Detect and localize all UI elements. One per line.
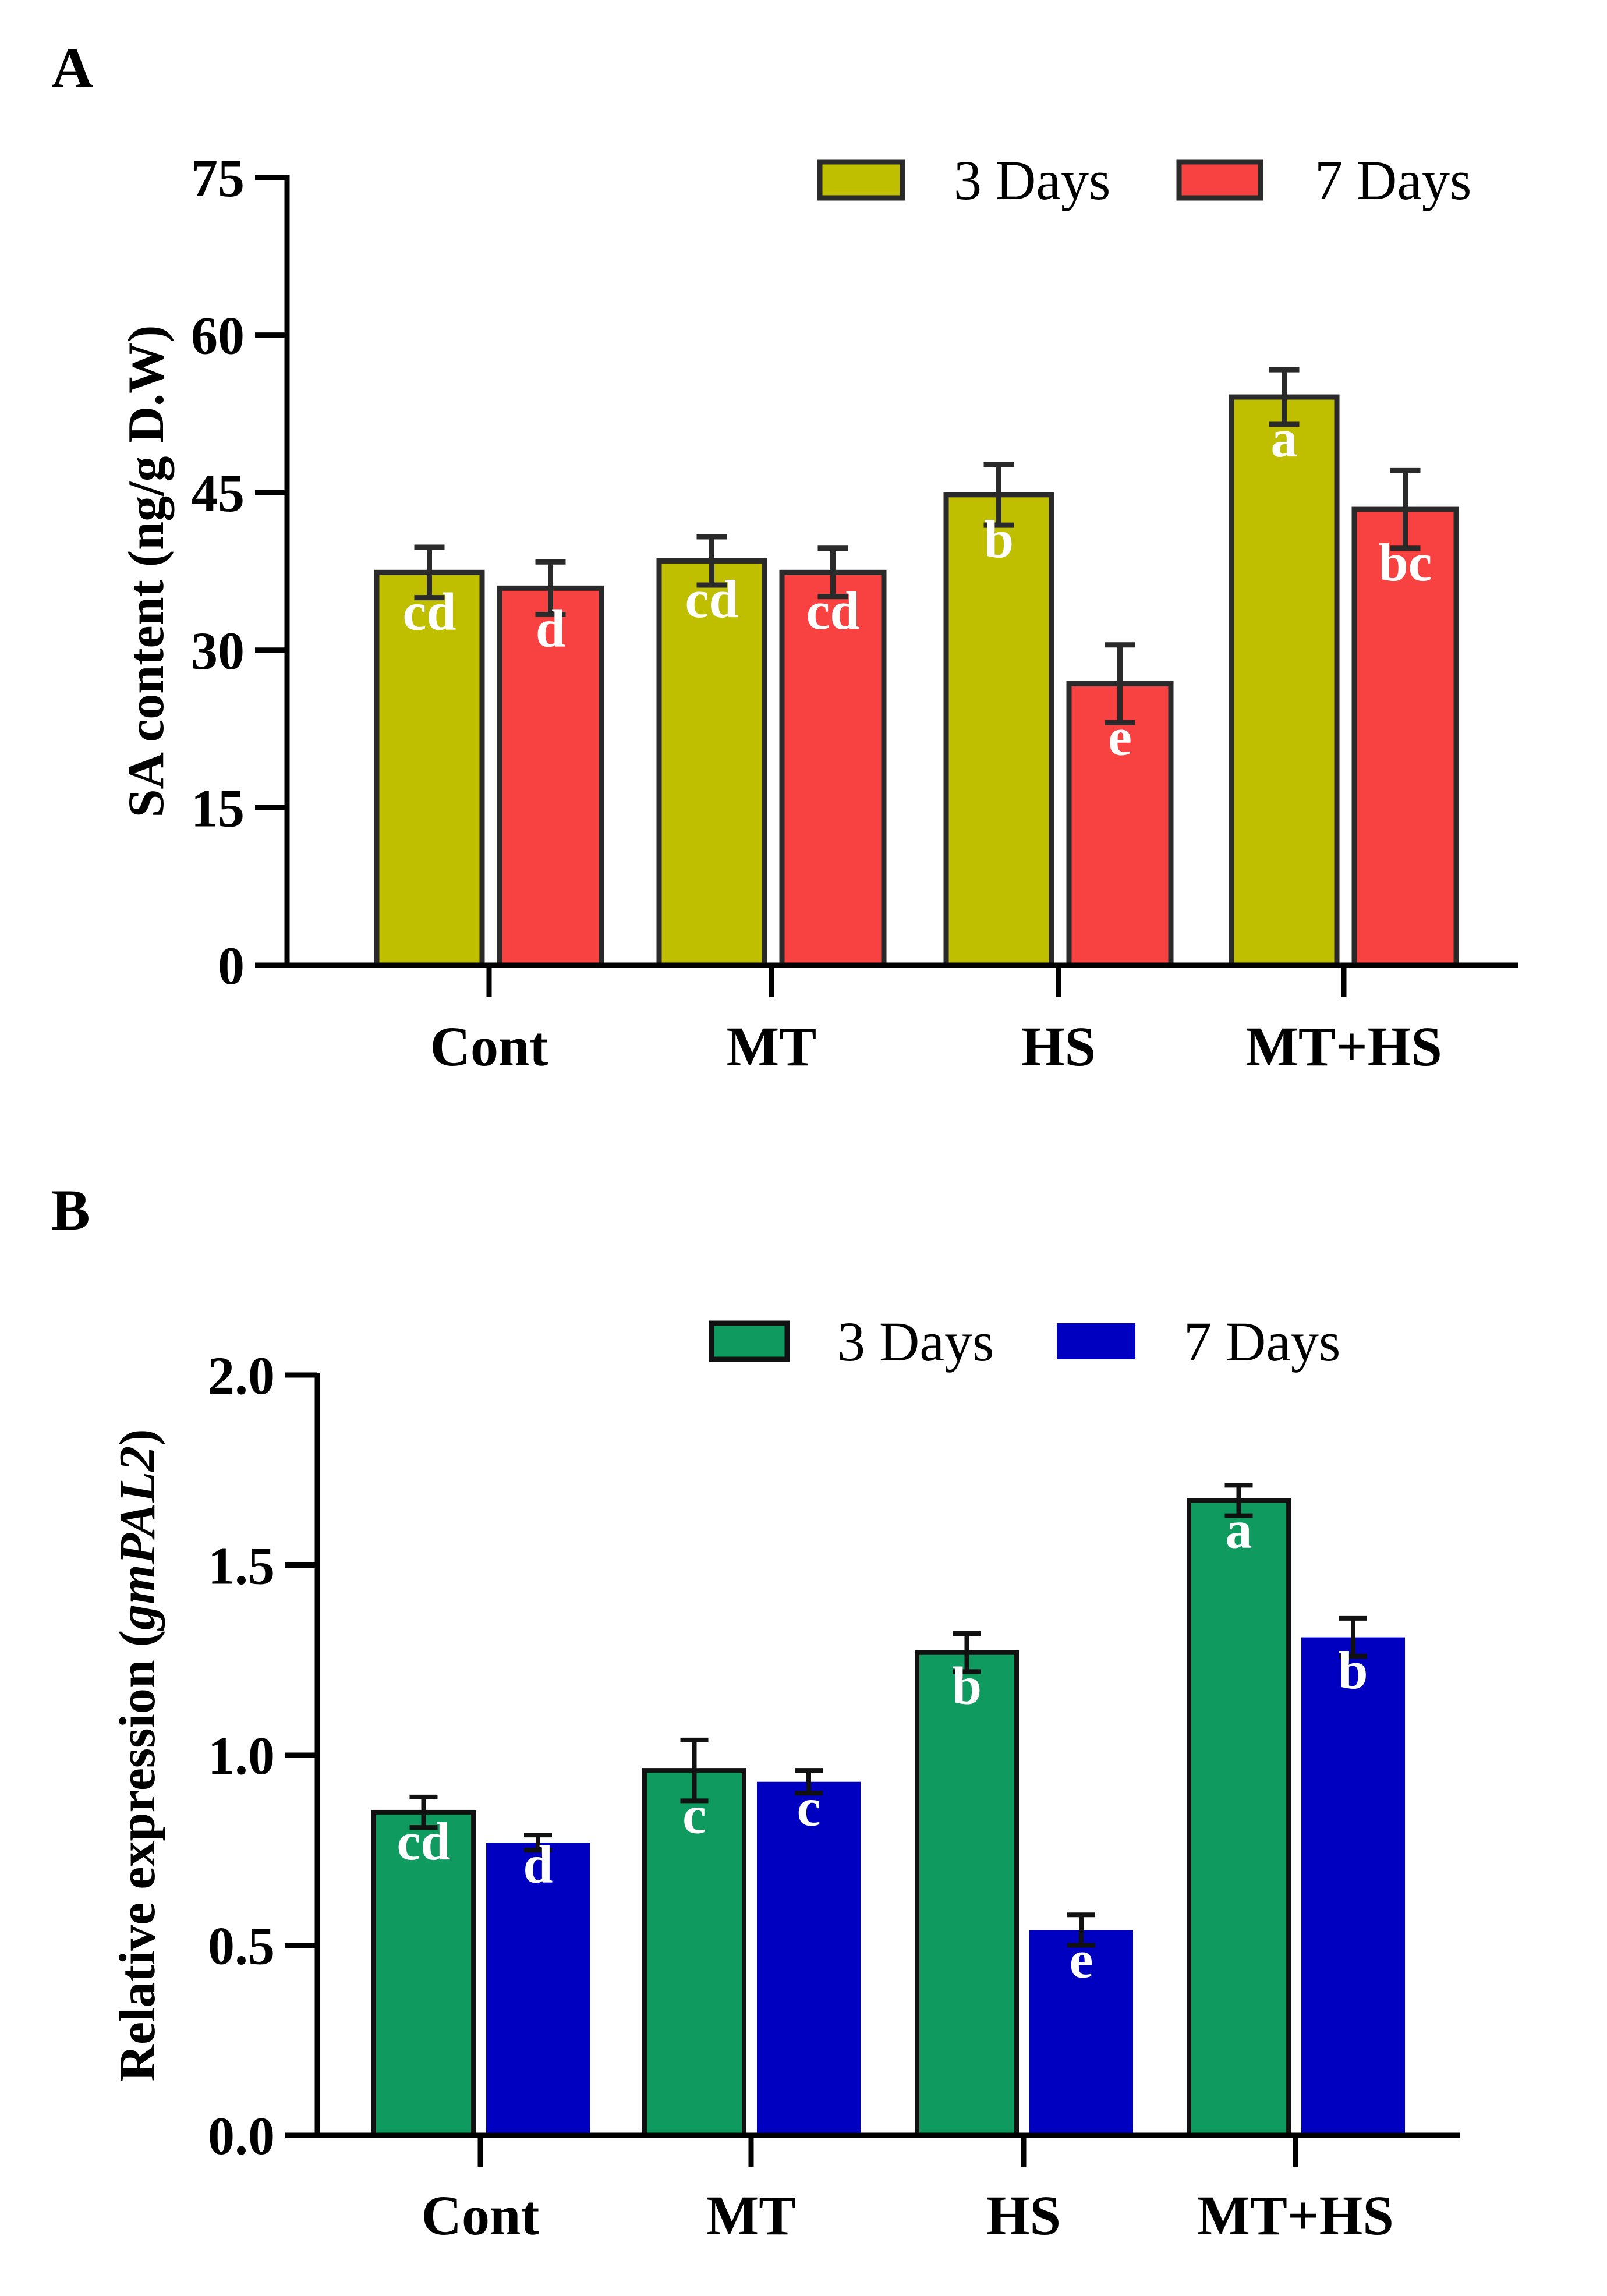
y-tick-label: 15: [191, 778, 245, 838]
x-tick-label: MT+HS: [1197, 2184, 1393, 2247]
x-tick-label: MT: [727, 1015, 817, 1078]
x-tick-label: HS: [1021, 1015, 1096, 1078]
legend-swatch-1: [1057, 1323, 1135, 1359]
significance-letter: b: [952, 1656, 982, 1715]
significance-letter: a: [1226, 1500, 1252, 1560]
significance-letter: cd: [397, 1812, 451, 1871]
bar-3-days-mt+hs: [1187, 1498, 1291, 2138]
x-tick-label: Cont: [422, 2184, 540, 2247]
y-tick-label: 45: [191, 463, 245, 523]
bar-3-days-mt: [642, 1768, 746, 2138]
legend-swatch-0: [817, 159, 905, 201]
y-axis-label: Relative expression (gmPAL2): [109, 1429, 166, 2081]
legend-swatch-1: [1176, 159, 1263, 201]
legend-swatch-0: [709, 1320, 790, 1362]
y-tick-label: 60: [191, 306, 245, 366]
y-axis-label-gene: gmPAL2: [109, 1446, 166, 1631]
panel-label: A: [51, 36, 93, 100]
bar-7-days-cont: [486, 1843, 590, 2135]
significance-letter: b: [1338, 1640, 1368, 1700]
x-tick-label: MT: [706, 2184, 797, 2247]
bar-7-days-mt: [757, 1781, 861, 2135]
bar-7-days-mt+hs: [1351, 506, 1459, 968]
bar-3-days-mt+hs: [1229, 394, 1340, 968]
y-axis-label-suffix: ): [109, 1429, 166, 1445]
significance-letter: e: [1070, 1930, 1093, 1989]
y-tick-label: 1.0: [208, 1726, 275, 1785]
x-tick-label: HS: [986, 2184, 1061, 2247]
significance-letter: b: [984, 509, 1014, 569]
significance-letter: bc: [1379, 533, 1432, 592]
y-tick-label: 0: [218, 936, 245, 995]
bar-3-days-hs: [943, 492, 1054, 968]
significance-letter: cd: [806, 581, 860, 640]
y-tick-label: 30: [191, 621, 245, 681]
y-axis-label-prefix: Relative expression (: [109, 1630, 166, 2082]
significance-letter: cd: [403, 582, 456, 642]
legend-label-1: 7 Days: [1315, 149, 1471, 211]
significance-letter: e: [1108, 707, 1132, 766]
x-tick-label: Cont: [430, 1015, 548, 1078]
bar-7-days-mt+hs: [1301, 1637, 1405, 2135]
y-axis-label: SA content (ng/g D.W): [118, 325, 175, 818]
y-tick-label: 2.0: [208, 1346, 275, 1405]
y-tick-label: 0.5: [208, 1916, 275, 1976]
bar-7-days-hs: [1066, 681, 1174, 968]
chart-panel-A: Acd cd b a d cd e bc 0 15 30 45 60 75 Cont MT HS MT+HS SA …: [51, 36, 1518, 1078]
bar-7-days-hs: [1029, 1930, 1133, 2135]
significance-letter: a: [1271, 409, 1298, 468]
x-tick-label: MT+HS: [1245, 1015, 1442, 1078]
panel-label: B: [51, 1178, 90, 1242]
y-tick-label: 0.0: [208, 2106, 275, 2166]
legend-label-0: 3 Days: [837, 1310, 994, 1373]
y-tick-label: 1.5: [208, 1536, 275, 1596]
significance-letter: cd: [685, 569, 739, 629]
bar-3-days-cont: [374, 569, 485, 968]
bar-3-days-hs: [915, 1650, 1019, 2138]
significance-letter: c: [682, 1785, 706, 1844]
legend-label-1: 7 Days: [1184, 1310, 1340, 1373]
significance-letter: d: [523, 1834, 553, 1894]
legend-label-0: 3 Days: [954, 149, 1110, 211]
y-tick-label: 75: [191, 148, 245, 208]
significance-letter: c: [797, 1777, 821, 1837]
significance-letter: d: [536, 598, 565, 658]
chart-panel-B: Bcd c b a d c e b 0.0 0.5 1.0 1.5 2.0 Cont MT HS MT+HS Re…: [51, 1178, 1460, 2247]
